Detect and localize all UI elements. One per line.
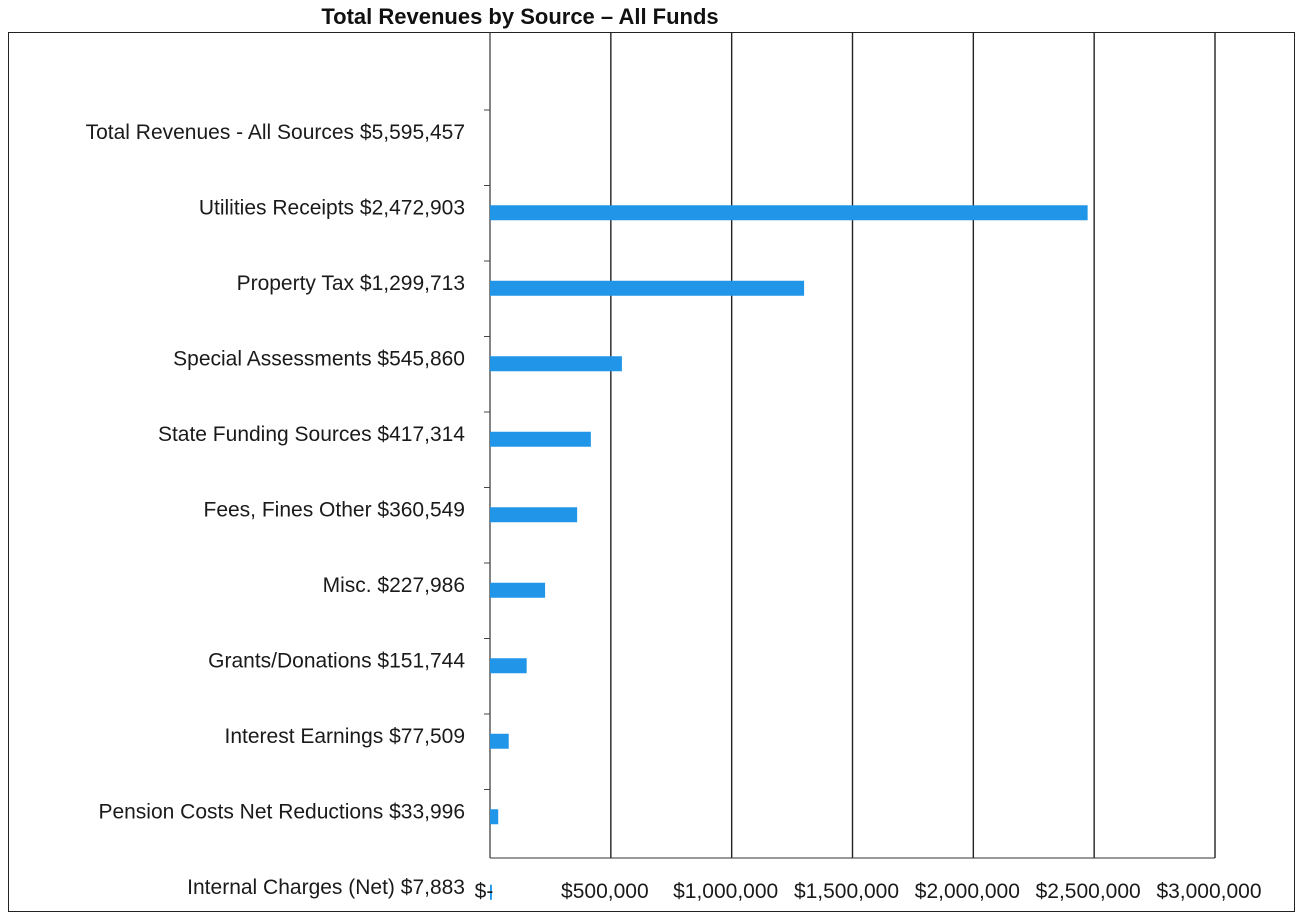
chart-frame [8, 32, 1295, 912]
bar-1 [490, 205, 1088, 221]
category-label-9: Pension Costs Net Reductions $33,996 [98, 800, 465, 823]
category-label-0: Total Revenues - All Sources $5,595,457 [86, 121, 465, 144]
x-tick-label-0: $- [475, 880, 494, 903]
category-label-10: Internal Charges (Net) $7,883 [187, 876, 465, 899]
category-label-5: Fees, Fines Other $360,549 [204, 498, 466, 521]
bar-9 [490, 809, 499, 825]
category-label-8: Interest Earnings $77,509 [225, 725, 466, 748]
x-tick-label-1: $500,000 [561, 880, 649, 903]
category-label-6: Misc. $227,986 [323, 574, 465, 597]
x-tick-label-4: $2,000,000 [915, 880, 1020, 903]
bar-6 [490, 582, 546, 598]
category-label-7: Grants/Donations $151,744 [208, 649, 465, 672]
bar-8 [490, 733, 509, 749]
category-label-2: Property Tax $1,299,713 [237, 272, 465, 295]
bar-5 [490, 507, 578, 523]
x-tick-label-2: $1,000,000 [673, 880, 778, 903]
bar-2 [490, 280, 805, 296]
category-label-3: Special Assessments $545,860 [173, 347, 465, 370]
bar-7 [490, 658, 527, 674]
bar-4 [490, 431, 591, 447]
x-tick-label-5: $2,500,000 [1036, 880, 1141, 903]
category-label-1: Utilities Receipts $2,472,903 [199, 196, 465, 219]
category-label-4: State Funding Sources $417,314 [158, 423, 465, 446]
bar-10 [490, 884, 492, 900]
x-tick-label-3: $1,500,000 [794, 880, 899, 903]
x-tick-label-6: $3,000,000 [1156, 880, 1261, 903]
chart-title: Total Revenues by Source – All Funds [321, 4, 719, 29]
bar-3 [490, 356, 622, 372]
